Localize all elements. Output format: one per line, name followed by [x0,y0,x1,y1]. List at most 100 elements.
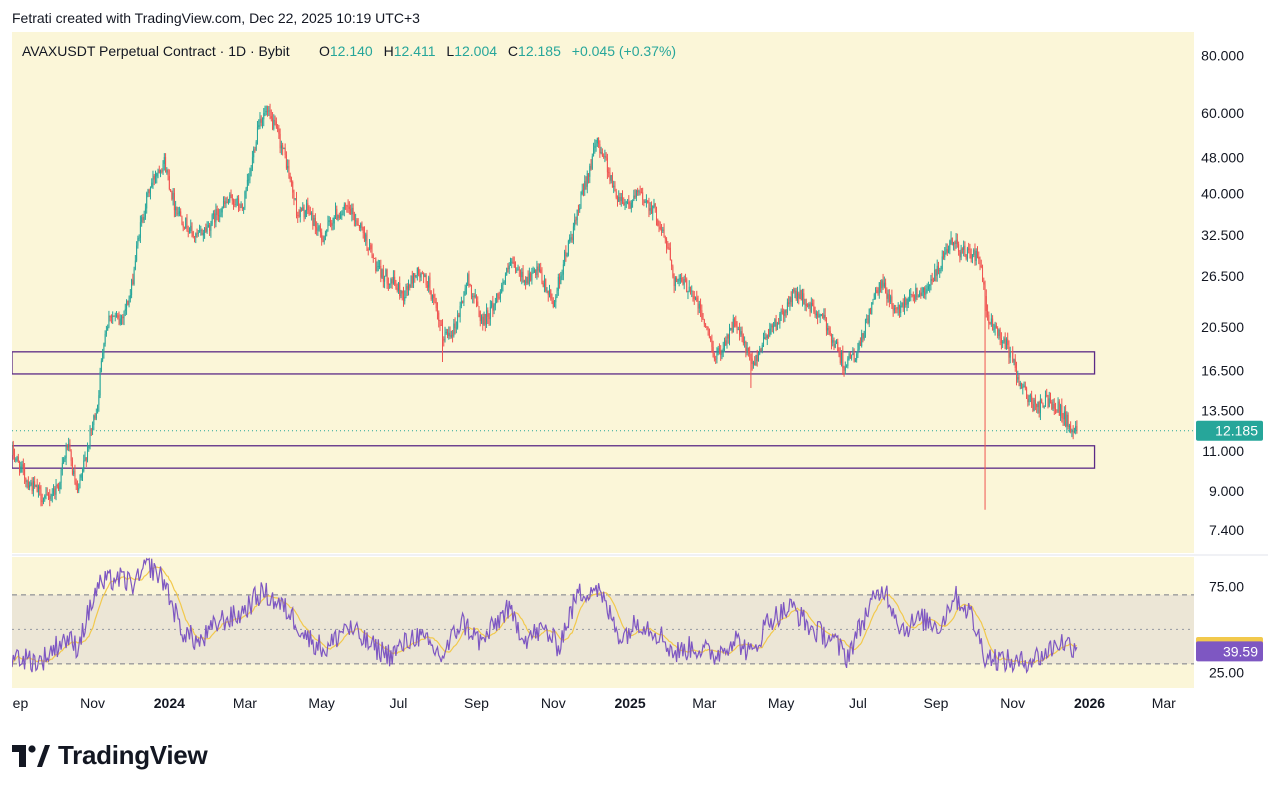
candle-body [554,302,556,307]
candle-body [443,338,445,341]
candle-body [897,304,899,310]
candle-body [250,168,252,171]
candle-body [579,208,581,210]
rsi-value-label: 39.59 [1223,643,1258,659]
candle-body [632,200,634,203]
candle-body [982,266,984,283]
candle-body [725,340,727,346]
candle-body [731,328,733,333]
candle-body [745,341,747,353]
candle-body [1049,398,1051,402]
candle-body [355,220,357,222]
candle-body [1067,414,1069,428]
candle-body [915,287,917,300]
candle-body [609,172,611,181]
candle-body [628,201,630,205]
candle-body [27,481,29,488]
candle-body [241,204,243,210]
candle-body [925,291,927,295]
candle-body [606,157,608,173]
candle-body [56,485,58,487]
candle-body [195,233,197,238]
candle-body [881,280,883,289]
candle-body [185,217,187,229]
price-axis-tick: 7.400 [1209,522,1244,538]
candle-body [460,301,462,306]
candle-body [297,215,299,216]
candle-body [538,269,540,271]
candle-body [871,302,873,315]
candle-body [280,145,282,149]
candle-body [689,286,691,292]
candle-body [770,325,772,329]
candle-body [397,282,399,291]
candle-body [593,147,595,157]
price-axis-tick: 11.000 [1202,443,1244,459]
candle-body [246,179,248,189]
candle-body [932,280,934,282]
candle-body [401,290,403,294]
candle-body [679,277,681,279]
candle-body [760,349,762,352]
legend-open-value: 12.140 [330,43,373,59]
candle-body [818,316,820,318]
candle-body [64,458,66,460]
candle-body [1021,382,1023,389]
candle-body [239,207,241,209]
candle-body [372,254,374,259]
candle-body [805,303,807,306]
price-axis-tick: 80.000 [1201,47,1244,63]
candle-body [911,293,913,296]
candle-body [838,350,840,353]
candle-body [84,457,86,461]
candle-body [622,196,624,203]
price-chart[interactable]: 80.000 60.000 48.000 40.000 32.500 26.500 20.5… [3,32,1268,718]
candle-body [809,304,811,312]
candle-body [468,274,470,285]
last-price-label: 12.185 [1215,423,1258,439]
candle-body [156,173,158,177]
candle-body [114,315,116,317]
candle-body [328,220,330,222]
candle-body [70,451,72,461]
candle-body [289,175,291,180]
candle-body [507,268,509,270]
candle-body [642,192,644,200]
chart-frame[interactable]: 80.000 60.000 48.000 40.000 32.500 26.500 20.5… [3,32,1268,718]
candle-body [700,303,702,311]
candle-body [384,275,386,282]
candle-body [974,249,976,262]
candle-body [216,209,218,215]
candle-body [983,282,985,285]
candle-body [141,217,143,223]
candle-body [314,217,316,228]
rsi-line [11,557,1078,674]
candle-body [17,456,19,462]
candle-body [890,296,892,302]
candle-body [1051,401,1053,409]
candle-body [946,249,948,253]
candle-body [414,273,416,277]
candle-body [501,284,503,293]
tradingview-brand[interactable]: TradingView [12,740,208,771]
candle-body [182,224,184,228]
candle-body [882,280,884,287]
candle-body [508,265,510,270]
candle-body [1073,430,1075,433]
candle-body [121,316,123,319]
candle-body [58,486,60,490]
price-axis-tick: 26.500 [1201,268,1244,284]
candle-body [482,316,484,325]
candle-body [959,251,961,258]
time-axis-tick: Sep [923,695,948,711]
candle-body [367,249,369,251]
candle-body [1060,405,1062,416]
candle-body [165,157,167,173]
candle-body [659,226,661,230]
candle-body [109,315,111,318]
candle-body [418,267,420,274]
candle-body [1022,386,1024,389]
candle-body [472,296,474,298]
candle-body [896,309,898,310]
candle-body [428,277,430,288]
